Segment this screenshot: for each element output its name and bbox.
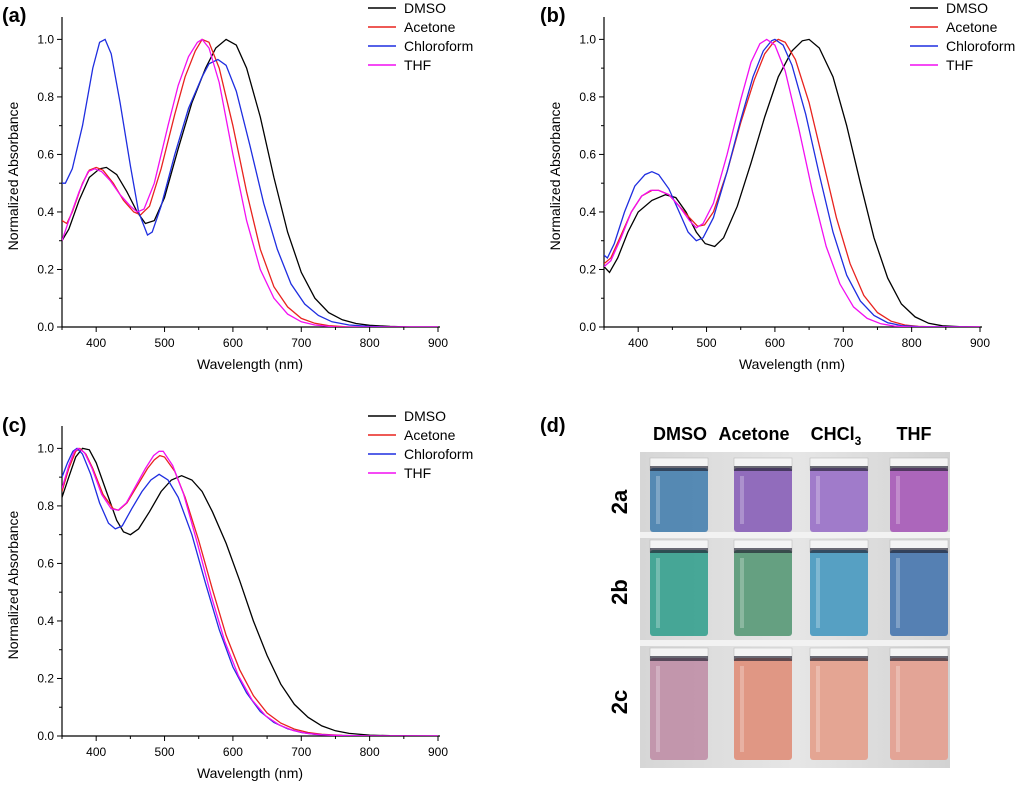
series-line-acetone	[604, 38, 980, 327]
y-tick-label: 0.2	[579, 262, 596, 276]
vial	[809, 539, 869, 636]
y-tick-label: 0.4	[37, 205, 54, 219]
vial	[733, 647, 793, 760]
y-tick-label: 1.0	[37, 441, 54, 455]
vial	[889, 539, 949, 636]
series-line-thf	[62, 38, 438, 327]
series-line-acetone	[62, 447, 438, 736]
panel-label: (a)	[2, 5, 26, 27]
photo-column-header: CHCl3	[811, 424, 862, 448]
x-tick-label: 500	[697, 336, 717, 350]
x-tick-label: 700	[291, 745, 311, 759]
vial	[809, 647, 869, 760]
series-line-acetone	[62, 38, 438, 327]
photo-column-header: THF	[897, 424, 932, 444]
series-line-thf	[62, 447, 438, 736]
shelf-divider	[640, 532, 950, 538]
photo-panel-d: (d) DMSO Acetone CHCl3 THF 2a 2b 2c	[540, 415, 950, 768]
x-tick-label: 400	[86, 745, 106, 759]
legend-label: Acetone	[404, 19, 456, 35]
photo-row-label: 2a	[607, 489, 632, 514]
y-tick-label: 0.6	[37, 556, 54, 570]
vial	[733, 457, 793, 532]
legend-label: DMSO	[404, 0, 446, 16]
legend-label: Acetone	[946, 19, 998, 35]
series-line-dmso	[62, 38, 438, 327]
x-tick-label: 600	[765, 336, 785, 350]
shelf-divider	[640, 640, 950, 646]
x-tick-label: 900	[970, 336, 990, 350]
series-line-chloroform	[604, 38, 981, 327]
series-line-dmso	[62, 447, 439, 736]
x-axis-title: Wavelength (nm)	[197, 356, 303, 372]
x-tick-label: 900	[428, 745, 448, 759]
chart-panel-c: (c) 400 500 600 700 800 900 0.0 0.2 0.4 0.6 0.8 1.0 W…	[2, 408, 473, 781]
series-line-chloroform	[62, 447, 438, 736]
x-tick-label: 700	[291, 336, 311, 350]
vial	[889, 457, 949, 532]
y-tick-label: 0.8	[579, 90, 596, 104]
x-tick-label: 600	[223, 336, 243, 350]
x-axis-title: Wavelength (nm)	[739, 356, 845, 372]
legend-label: DMSO	[946, 0, 988, 16]
y-tick-label: 0.4	[37, 614, 54, 628]
y-tick-label: 0.2	[37, 262, 54, 276]
y-axis-title: Normalized Absorbance	[547, 101, 563, 250]
vial	[649, 457, 709, 532]
vial	[809, 457, 869, 532]
photo-column-header: Acetone	[718, 424, 789, 444]
x-tick-label: 400	[86, 336, 106, 350]
y-tick-label: 0.4	[579, 205, 596, 219]
y-tick-label: 0.8	[37, 90, 54, 104]
x-tick-label: 800	[902, 336, 922, 350]
vial	[649, 647, 709, 760]
series-line-chloroform	[62, 38, 438, 327]
y-axis-title: Normalized Absorbance	[5, 510, 21, 659]
legend-label: Acetone	[404, 427, 456, 443]
legend-label: THF	[404, 57, 431, 73]
y-tick-label: 0.8	[37, 499, 54, 513]
x-tick-label: 500	[155, 745, 175, 759]
x-tick-label: 800	[360, 745, 380, 759]
x-tick-label: 600	[223, 745, 243, 759]
panel-label: (c)	[2, 415, 26, 437]
chart-panel-b: (b) 400 500 600 700 800 900 0.0 0.2 0.4 0.6 0.8 1.0 W…	[540, 0, 1015, 372]
vial	[649, 539, 709, 636]
vial	[733, 539, 793, 636]
x-tick-label: 400	[628, 336, 648, 350]
legend-label: DMSO	[404, 408, 446, 424]
y-tick-label: 1.0	[37, 32, 54, 46]
y-tick-label: 1.0	[579, 32, 596, 46]
legend-label: Chloroform	[404, 38, 473, 54]
photo-row-label: 2b	[607, 579, 632, 605]
photo-row-label: 2c	[607, 690, 632, 714]
chart-panel-a: (a) 400 500 600 700 800 900 0.0 0.2 0.4 0.6 0.8 1.0 W…	[2, 0, 473, 372]
photo-column-header: DMSO	[653, 424, 707, 444]
x-axis-title: Wavelength (nm)	[197, 765, 303, 781]
y-tick-label: 0.2	[37, 671, 54, 685]
y-tick-label: 0.0	[37, 320, 54, 334]
panel-label: (d)	[540, 415, 566, 437]
x-tick-label: 700	[833, 336, 853, 350]
series-line-thf	[604, 38, 980, 327]
legend-label: THF	[946, 57, 973, 73]
y-tick-label: 0.6	[579, 147, 596, 161]
panel-label: (b)	[540, 5, 566, 27]
x-tick-label: 800	[360, 336, 380, 350]
series-line-dmso	[604, 38, 981, 327]
y-tick-label: 0.0	[579, 320, 596, 334]
y-tick-label: 0.6	[37, 147, 54, 161]
legend-label: Chloroform	[404, 446, 473, 462]
x-tick-label: 900	[428, 336, 448, 350]
legend-label: Chloroform	[946, 38, 1015, 54]
vial	[889, 647, 949, 760]
x-tick-label: 500	[155, 336, 175, 350]
y-tick-label: 0.0	[37, 729, 54, 743]
y-axis-title: Normalized Absorbance	[5, 101, 21, 250]
legend-label: THF	[404, 465, 431, 481]
